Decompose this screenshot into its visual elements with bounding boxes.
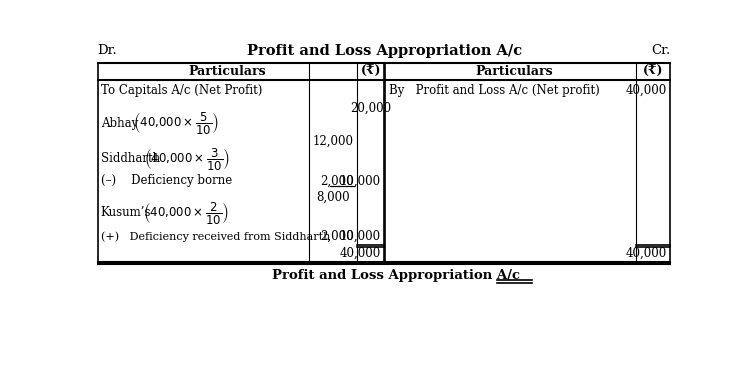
Text: Siddharth: Siddharth bbox=[100, 152, 160, 165]
Text: 2,000: 2,000 bbox=[320, 230, 353, 243]
Text: Abhay: Abhay bbox=[100, 117, 138, 130]
Text: (–)    Deficiency borne: (–) Deficiency borne bbox=[100, 175, 232, 187]
Text: 40,000: 40,000 bbox=[626, 247, 667, 260]
Text: (+)   Deficiency received from Siddharth: (+) Deficiency received from Siddharth bbox=[100, 231, 330, 242]
Text: 40,000: 40,000 bbox=[626, 83, 668, 97]
Text: Kusum’s: Kusum’s bbox=[100, 206, 152, 219]
Text: Profit and Loss Appropriation A/c: Profit and Loss Appropriation A/c bbox=[272, 269, 520, 282]
Text: Particulars: Particulars bbox=[189, 65, 266, 78]
Text: To Capitals A/c (Net Profit): To Capitals A/c (Net Profit) bbox=[100, 83, 262, 97]
Text: Cr.: Cr. bbox=[651, 44, 670, 57]
Text: 20,000: 20,000 bbox=[350, 101, 392, 114]
Text: 10,000: 10,000 bbox=[339, 175, 380, 187]
Text: 12,000: 12,000 bbox=[313, 135, 354, 148]
Text: Dr.: Dr. bbox=[98, 44, 117, 57]
Text: 10,000: 10,000 bbox=[339, 230, 380, 243]
Text: 2,000: 2,000 bbox=[320, 175, 353, 187]
Text: 40,000: 40,000 bbox=[339, 247, 380, 260]
Text: By   Profit and Loss A/c (Net profit): By Profit and Loss A/c (Net profit) bbox=[389, 83, 600, 97]
Text: 8,000: 8,000 bbox=[316, 191, 350, 203]
Text: $\left(40{,}000\times\dfrac{3}{10}\right)$: $\left(40{,}000\times\dfrac{3}{10}\right… bbox=[144, 146, 230, 172]
Text: $\left(40{,}000\times\dfrac{5}{10}\right)$: $\left(40{,}000\times\dfrac{5}{10}\right… bbox=[134, 110, 219, 136]
Text: (₹): (₹) bbox=[361, 65, 381, 78]
Text: Profit and Loss Appropriation A/c: Profit and Loss Appropriation A/c bbox=[247, 44, 522, 58]
Text: (₹): (₹) bbox=[643, 65, 664, 78]
Text: Particulars: Particulars bbox=[476, 65, 554, 78]
Text: $\left(40{,}000\times\dfrac{2}{10}\right)$: $\left(40{,}000\times\dfrac{2}{10}\right… bbox=[142, 199, 229, 225]
